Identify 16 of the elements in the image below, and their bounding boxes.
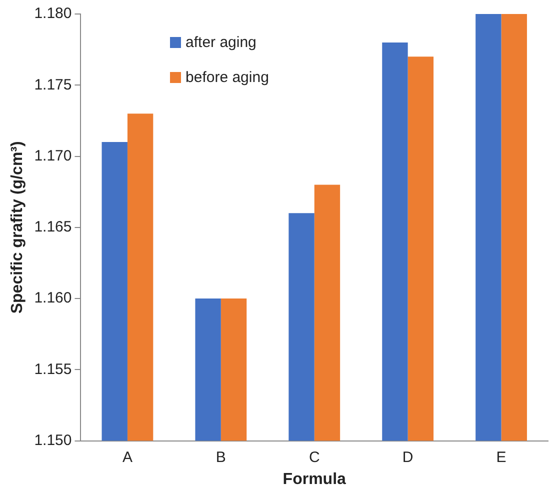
y-tick-label: 1.160 xyxy=(34,290,72,307)
y-tick-label: 1.170 xyxy=(34,147,72,164)
x-tick-label: E xyxy=(496,448,506,466)
y-tick-label: 1.165 xyxy=(34,218,72,236)
x-axis-title: Formula xyxy=(282,470,346,488)
y-axis-title: Specific grafity (g/cm³) xyxy=(9,141,26,314)
y-tick-label: 1.180 xyxy=(34,5,72,22)
y-tick-label: 1.175 xyxy=(34,76,72,94)
x-tick-label: B xyxy=(216,448,226,466)
y-tick-label: 1.155 xyxy=(34,360,72,378)
y-tick-label: 1.150 xyxy=(34,432,72,449)
x-tick-label: C xyxy=(308,448,320,466)
legend-label: after aging xyxy=(186,34,256,51)
x-tick-label: D xyxy=(402,448,414,466)
legend-label: before aging xyxy=(186,69,269,86)
x-tick-label: A xyxy=(122,448,132,466)
